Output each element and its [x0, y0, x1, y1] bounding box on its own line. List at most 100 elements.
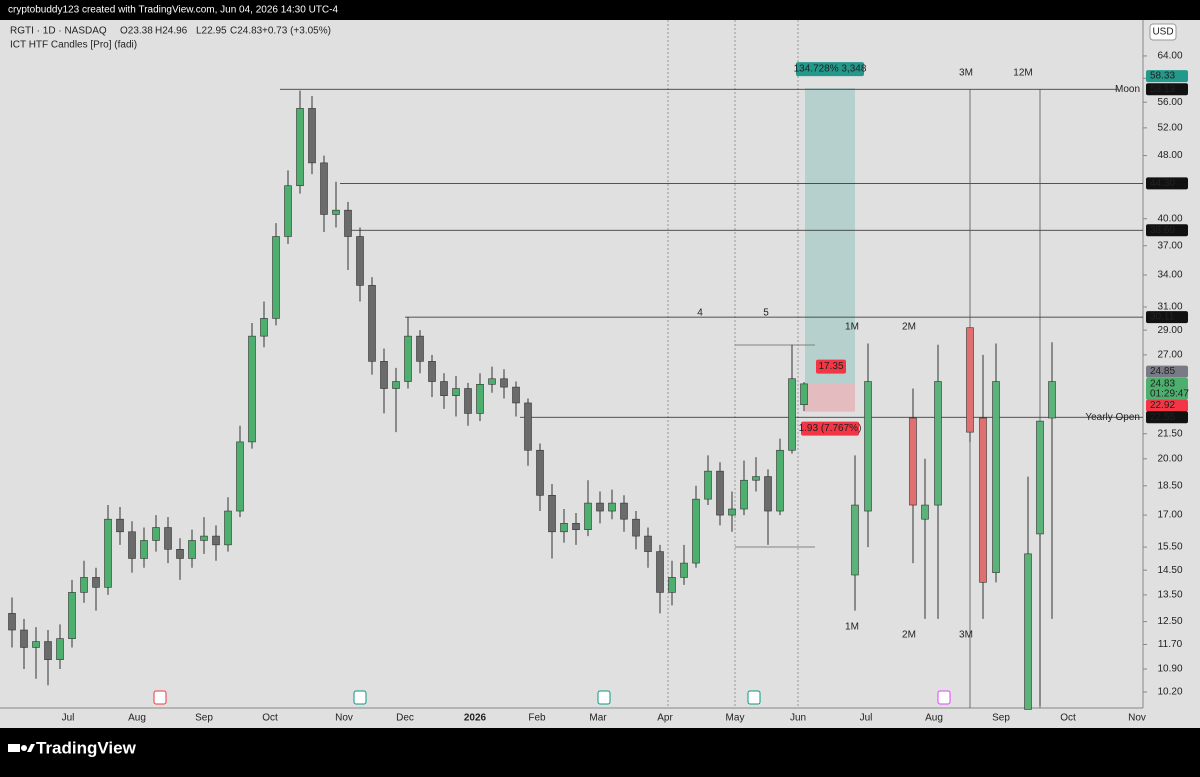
candle-body [344, 209, 352, 237]
y-tick-label: 15.50 [1157, 542, 1182, 553]
candle-body [248, 335, 256, 443]
candle-body [560, 523, 568, 533]
candle-body [152, 527, 160, 541]
candle-body [332, 209, 340, 215]
candle-body [909, 417, 917, 506]
candle-body [92, 577, 100, 588]
candle-body [380, 361, 388, 389]
candle-body [728, 508, 736, 516]
candle-body [32, 641, 40, 648]
candle-body [632, 518, 640, 537]
candle-body [20, 629, 28, 648]
price-tag [1146, 224, 1188, 237]
x-tick-label: Sep [195, 713, 213, 724]
candle-body [452, 388, 460, 396]
candle-body [644, 535, 652, 552]
y-tick-label: 12.50 [1157, 616, 1182, 627]
candle-body [788, 378, 796, 451]
candle-body [1024, 553, 1032, 710]
stop-tag [801, 421, 859, 436]
x-tick-label: Aug [925, 713, 943, 724]
y-tick-label: 34.00 [1157, 270, 1182, 281]
x-tick-label: Nov [1128, 713, 1146, 724]
price-tag [1146, 177, 1188, 190]
candle-body [116, 518, 124, 533]
candle-body [584, 502, 592, 530]
candle-body [692, 498, 700, 564]
annotation: 1M [845, 622, 859, 633]
candle-body [200, 535, 208, 541]
annotation: 2M [902, 630, 916, 641]
y-tick-label: 40.00 [1157, 213, 1182, 224]
y-tick-label: 29.00 [1157, 325, 1182, 336]
candle-body [596, 502, 604, 512]
candle-body [548, 494, 556, 533]
candle-body [668, 577, 676, 593]
stop-zone [805, 383, 855, 412]
candle-body [416, 335, 424, 362]
symbol: RGTI · 1D · NASDAQ [10, 26, 107, 37]
candle-body [224, 510, 232, 546]
y-tick-label: 31.00 [1157, 302, 1182, 313]
y-tick-label: 14.50 [1157, 565, 1182, 576]
brand: TradingView [36, 738, 137, 757]
candle-body [428, 361, 436, 382]
price-tag-label: 58.13 [1150, 84, 1175, 95]
candle-body [752, 476, 760, 481]
candle-body [272, 236, 280, 319]
x-tick-label: Jul [62, 713, 75, 724]
candle-body [776, 449, 784, 512]
x-tick-label: Nov [335, 713, 353, 724]
indicator: ICT HTF Candles [Pro] (fadi) [10, 40, 137, 51]
candle-body [320, 162, 328, 215]
candle-body [212, 535, 220, 546]
candle-body [68, 592, 76, 639]
earnings-marker [153, 690, 167, 705]
currency-box[interactable] [1149, 23, 1177, 41]
y-tick-label: 11.70 [1158, 639, 1183, 650]
price-tag-label: 58.33 [1150, 71, 1175, 82]
price-tag [1146, 399, 1188, 412]
x-tick-label: Aug [128, 713, 146, 724]
y-tick-label: 13.50 [1157, 590, 1182, 601]
ohlc-value: +0.73 (+3.05%) [262, 26, 331, 37]
annotation: 1M [845, 322, 859, 333]
candle-body [608, 502, 616, 512]
candle-body [740, 479, 748, 510]
price-tag-label: 44.30 [1150, 178, 1175, 189]
ohlc-value: H24.96 [155, 26, 188, 37]
candle-body [236, 441, 244, 512]
price-tag-label: 24.83 [1150, 379, 1175, 390]
candle-body [1036, 420, 1044, 535]
chart-area [0, 20, 1200, 728]
candle-body [140, 540, 148, 559]
entry-tag [816, 359, 846, 374]
candle-body [764, 476, 772, 512]
y-tick-label: 17.00 [1157, 510, 1182, 521]
candle-body [80, 577, 88, 593]
candle-body [864, 381, 872, 512]
earnings-marker [353, 690, 367, 705]
earnings-marker [597, 690, 611, 705]
y-tick-label: 64.00 [1157, 51, 1182, 62]
candle-body [851, 504, 859, 576]
candle-body [368, 285, 376, 362]
candle-body [8, 613, 16, 631]
price-tag-label: 24.85 [1150, 366, 1175, 377]
price-tag-label: 22.92 [1150, 400, 1175, 411]
ohlc-value: L22.95 [196, 26, 227, 37]
earnings-marker [747, 690, 761, 705]
candle-body [536, 449, 544, 496]
y-tick-label: 52.00 [1157, 123, 1182, 134]
price-tag [1146, 70, 1188, 83]
price-tag-label: 22.55 [1150, 412, 1175, 423]
candle-body [800, 383, 808, 406]
price-tag-label: 38.69 [1150, 225, 1175, 236]
candle-body [680, 562, 688, 578]
candle-body [176, 549, 184, 559]
x-tick-label: Apr [657, 713, 673, 724]
x-tick-label: Dec [396, 713, 414, 724]
entry-label: 17.35 [818, 361, 843, 372]
